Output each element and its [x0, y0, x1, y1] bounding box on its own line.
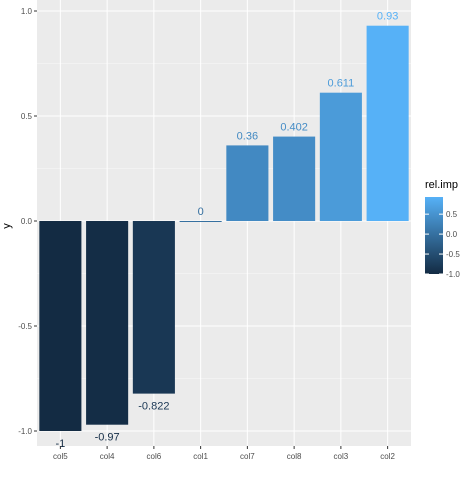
y-tick-label: -1.0	[18, 427, 32, 436]
bar-col1	[179, 221, 222, 222]
legend-tick-label: -1.0	[446, 270, 460, 279]
y-tick-label: -0.5	[18, 322, 32, 331]
x-axis: col5 col4 col6 col1 col7 col8 col3 col2	[53, 446, 396, 461]
x-tick-label: col4	[100, 452, 115, 461]
bar-col3	[319, 92, 362, 221]
x-tick-label: col2	[380, 452, 395, 461]
bar-col4	[86, 221, 129, 425]
bar-col7	[226, 145, 269, 221]
legend-colorbar	[425, 197, 443, 274]
bars-layer	[39, 25, 409, 431]
value-label-col5: -1	[55, 438, 65, 450]
x-tick-label: col8	[287, 452, 302, 461]
bar-col5	[39, 221, 82, 431]
legend-title: rel.imp	[425, 179, 458, 191]
x-tick-label: col3	[334, 452, 349, 461]
value-labels-layer: -1 -0.97 -0.822 0 0.36 0.402 0.611 0.93	[55, 11, 398, 450]
legend-tick-label: 0.0	[446, 230, 458, 239]
x-tick-label: col1	[193, 452, 208, 461]
x-tick-label: col5	[53, 452, 68, 461]
legend-tick-label: -0.5	[446, 250, 460, 259]
value-label-col4: -0.97	[95, 432, 120, 444]
value-label-col7: 0.36	[237, 130, 258, 142]
x-tick-label: col7	[240, 452, 255, 461]
value-label-col8: 0.402	[280, 122, 308, 134]
legend-tick-label: 0.5	[446, 210, 458, 219]
bar-col8	[273, 136, 316, 221]
y-axis: -1.0 -0.5 0.0 0.5 1.0	[18, 7, 37, 436]
y-axis-title: y	[1, 223, 13, 229]
y-tick-label: 0.5	[21, 112, 33, 121]
bar-col2	[366, 25, 409, 222]
value-label-col2: 0.93	[377, 11, 398, 23]
value-label-col1: 0	[198, 206, 204, 218]
bar-col6	[132, 221, 175, 394]
value-label-col6: -0.822	[138, 401, 169, 413]
y-tick-label: 0.0	[21, 217, 33, 226]
x-tick-label: col6	[147, 452, 162, 461]
y-tick-label: 1.0	[21, 7, 33, 16]
value-label-col3: 0.611	[328, 78, 355, 90]
legend: rel.imp 0.5 0.0 -0.5 -1.0	[425, 179, 460, 279]
